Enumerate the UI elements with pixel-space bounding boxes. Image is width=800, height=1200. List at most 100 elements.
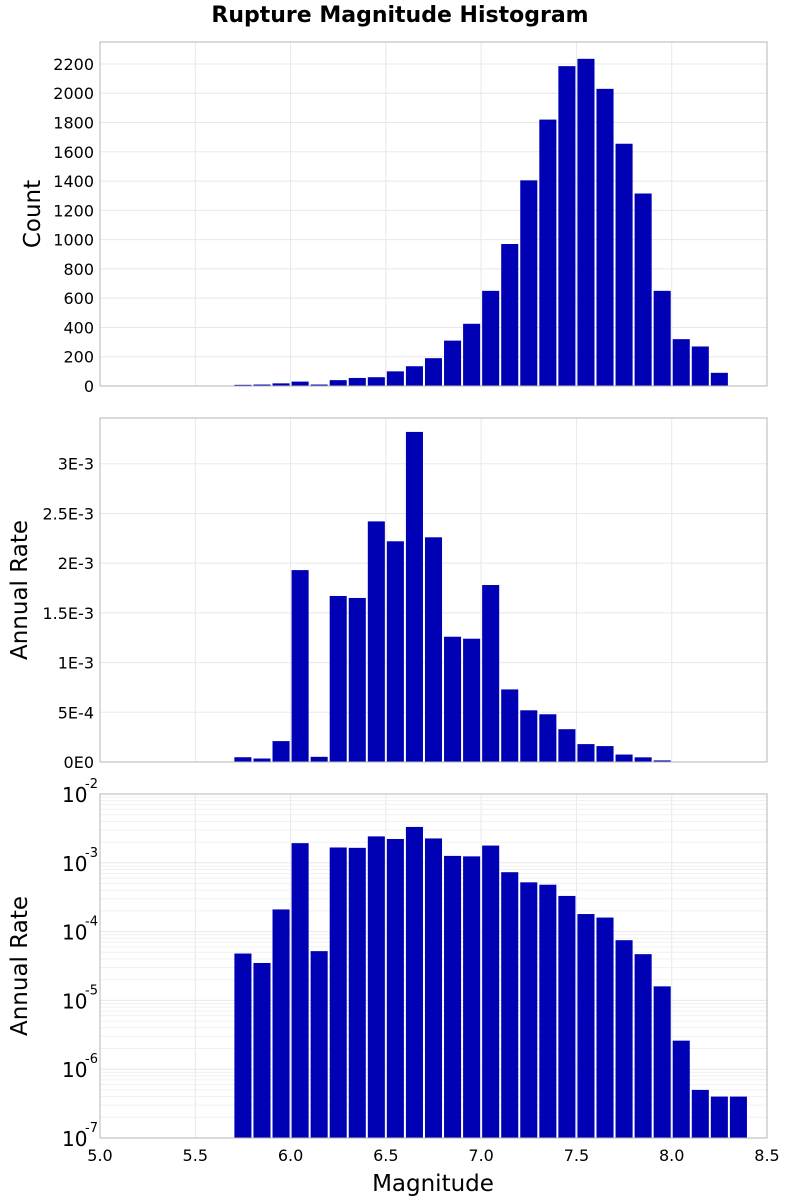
histogram-bar	[291, 570, 309, 762]
x-axis-label: Magnitude	[372, 1171, 494, 1197]
y-tick-label: 1E-3	[58, 654, 94, 673]
y-tick-label: 600	[63, 289, 94, 308]
y-tick-label: 2000	[53, 84, 94, 103]
histogram-bar	[539, 714, 557, 762]
histogram-bar	[424, 838, 443, 1138]
histogram-bar	[482, 585, 500, 762]
histogram-bar	[405, 826, 423, 1138]
histogram-bar	[424, 358, 443, 386]
histogram-bar	[253, 384, 271, 386]
panels-layer: 0 200 400 600 800 1000 1200 1400 1600 1800 2000 220…	[7, 41, 780, 1165]
histogram-bar	[310, 384, 328, 386]
histogram-bar	[329, 595, 347, 762]
y-tick-exponent: -5	[85, 983, 98, 998]
histogram-bar	[520, 180, 538, 386]
histogram-bar	[577, 914, 595, 1138]
chart-title: Rupture Magnitude Histogram	[211, 3, 588, 28]
histogram-bar	[501, 872, 519, 1138]
histogram-bar	[444, 636, 462, 762]
histogram-bar	[234, 384, 252, 386]
histogram-bar	[444, 340, 462, 386]
histogram-bar	[272, 383, 290, 386]
y-tick-label: 1.5E-3	[42, 604, 94, 623]
histogram-bar	[596, 746, 614, 762]
y-tick-label: 10	[62, 852, 87, 876]
y-tick-labels: 0 200 400 600 800 1000 1200 1400 1600 1800 2000 220…	[53, 55, 94, 396]
histogram-bar	[444, 855, 462, 1138]
plot-frame	[99, 793, 768, 1139]
y-axis-label: Count	[20, 180, 46, 248]
histogram-bar	[520, 882, 538, 1138]
y-tick-label: 10	[62, 1127, 87, 1151]
y-tick-label: 2.5E-3	[42, 504, 94, 523]
histogram-bar	[482, 845, 500, 1138]
histogram-bar	[463, 638, 481, 762]
y-tick-label: 1600	[53, 143, 94, 162]
histogram-bar	[253, 758, 271, 762]
panel-1: 0 200 400 600 800 1000 1200 1400 1600 1800 2000 220…	[20, 41, 768, 396]
y-tick-label: 2E-3	[58, 554, 94, 573]
histogram-bar	[634, 193, 652, 386]
y-axis-label: Annual Rate	[7, 896, 33, 1036]
histogram-bar	[634, 954, 652, 1138]
histogram-bar	[596, 88, 614, 386]
x-tick-labels: 5.0 5.5 6.0 6.5 7.0 7.5 8.0 8.5	[87, 1146, 779, 1165]
histogram-bar	[348, 377, 366, 386]
histogram-bar	[539, 884, 557, 1138]
histogram-bar	[253, 962, 271, 1138]
y-tick-label: 800	[63, 260, 94, 279]
y-tick-label: 1000	[53, 231, 94, 250]
histogram-bar	[272, 909, 290, 1138]
histogram-bar	[424, 537, 443, 762]
histogram-bar	[577, 744, 595, 762]
y-tick-label: 10	[62, 921, 87, 945]
y-tick-label: 1200	[53, 201, 94, 220]
histogram-bar	[272, 741, 290, 762]
panel-2: 0E0 5E-4 1E-3 1.5E-3 2E-3 2.5E-3 3E-3 Annual Ra…	[7, 417, 768, 772]
y-tick-label: 5E-4	[58, 703, 94, 722]
bars	[234, 431, 747, 762]
histogram-bar	[291, 843, 309, 1138]
histogram-bar	[329, 380, 347, 386]
histogram-bar	[291, 381, 309, 386]
histogram-bar	[710, 1096, 728, 1138]
histogram-bar	[405, 366, 423, 386]
histogram-bar	[615, 940, 633, 1138]
histogram-bar	[615, 143, 633, 386]
histogram-bar	[329, 847, 347, 1138]
y-tick-label: 1800	[53, 114, 94, 133]
x-tick-label: 6.5	[373, 1146, 398, 1165]
y-tick-labels: 10-710-610-510-410-310-2	[62, 777, 98, 1151]
y-tick-label: 10	[62, 783, 87, 807]
histogram-bar	[367, 377, 385, 386]
histogram-bar	[463, 323, 481, 386]
histogram-bar	[310, 951, 328, 1138]
histogram-bar	[691, 346, 709, 386]
y-tick-exponent: -6	[85, 1052, 98, 1067]
histogram-bar	[691, 1089, 709, 1138]
histogram-bar	[558, 66, 576, 386]
y-tick-label: 200	[63, 348, 94, 367]
bars	[234, 826, 747, 1138]
histogram-bar	[634, 757, 652, 762]
histogram-bar	[577, 58, 595, 386]
histogram-bar	[348, 847, 366, 1138]
y-tick-label: 3E-3	[58, 455, 94, 474]
y-axis-label: Annual Rate	[7, 520, 33, 660]
histogram-bar	[672, 339, 690, 386]
x-tick-label: 7.0	[468, 1146, 493, 1165]
bars	[234, 58, 728, 386]
histogram-bar	[558, 729, 576, 762]
y-tick-label: 10	[62, 1058, 87, 1082]
histogram-bar	[234, 953, 252, 1138]
histogram-bar	[482, 290, 500, 386]
histogram-bar	[653, 760, 671, 762]
histogram-bar	[596, 917, 614, 1138]
histogram-bar	[710, 372, 728, 386]
y-tick-exponent: -3	[85, 846, 98, 861]
histogram-bar	[367, 836, 385, 1138]
histogram-bar	[558, 895, 576, 1138]
y-tick-exponent: -7	[85, 1121, 98, 1136]
y-tick-labels: 0E0 5E-4 1E-3 1.5E-3 2E-3 2.5E-3 3E-3	[42, 455, 94, 772]
